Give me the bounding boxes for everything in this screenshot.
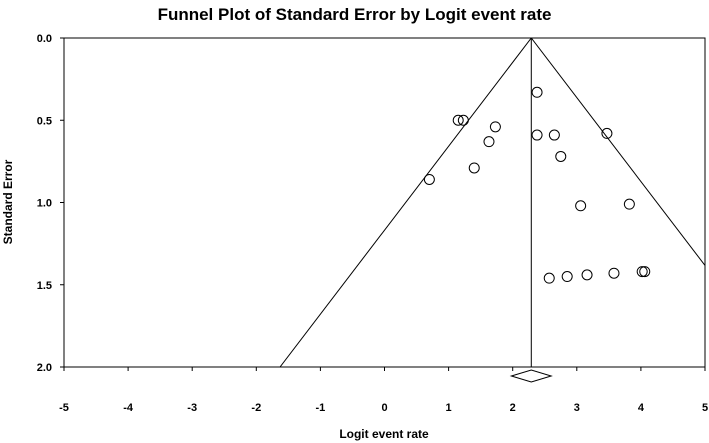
- study-point: [548, 129, 560, 141]
- x-tick-label: 0: [381, 402, 387, 414]
- x-tick-label: -3: [187, 402, 197, 414]
- study-point: [636, 266, 648, 278]
- y-tick-label: 0.0: [37, 33, 52, 45]
- x-tick-label: -2: [251, 402, 261, 414]
- study-point: [531, 86, 543, 98]
- y-tick-label: 2.0: [37, 362, 52, 374]
- study-point: [543, 272, 555, 284]
- funnel-right-limit: [530, 38, 705, 267]
- study-point: [555, 150, 567, 162]
- y-axis-label: Standard Error: [1, 159, 15, 244]
- y-tick-label: 1.0: [37, 198, 52, 210]
- x-axis: -5 -4 -3 -2 -1 0 1 2 3 4 5: [59, 367, 708, 414]
- y-tick-label: 0.5: [37, 115, 52, 127]
- chart-title: Funnel Plot of Standard Error by Logit e…: [158, 5, 552, 24]
- x-axis-label: Logit event rate: [339, 427, 429, 441]
- x-tick-label: -4: [123, 402, 134, 414]
- funnel-left-limit: [279, 38, 532, 367]
- study-point: [452, 114, 464, 126]
- study-point: [423, 173, 435, 185]
- study-point: [457, 114, 469, 126]
- study-point: [561, 271, 573, 283]
- study-point: [489, 121, 501, 133]
- study-point: [468, 162, 480, 174]
- y-axis: 0.0 0.5 1.0 1.5 2.0: [37, 33, 64, 374]
- data-points: [423, 86, 651, 284]
- x-tick-label: -1: [316, 402, 326, 414]
- study-point: [601, 127, 613, 139]
- study-point: [639, 266, 651, 278]
- x-tick-label: 2: [510, 402, 516, 414]
- funnel-lines: [279, 38, 705, 367]
- study-point: [575, 200, 587, 212]
- study-point: [623, 198, 635, 210]
- study-point: [608, 267, 620, 279]
- plot-area-frame: [63, 37, 706, 368]
- x-tick-label: -5: [59, 402, 69, 414]
- summary-diamond: [509, 369, 553, 383]
- x-tick-label: 1: [446, 402, 452, 414]
- x-tick-label: 5: [702, 402, 708, 414]
- x-tick-label: 4: [638, 402, 645, 414]
- study-point: [581, 269, 593, 281]
- summary-diamond-group: [509, 369, 553, 383]
- study-point: [531, 129, 543, 141]
- x-tick-label: 3: [574, 402, 580, 414]
- y-tick-label: 1.5: [37, 280, 52, 292]
- study-point: [483, 136, 495, 148]
